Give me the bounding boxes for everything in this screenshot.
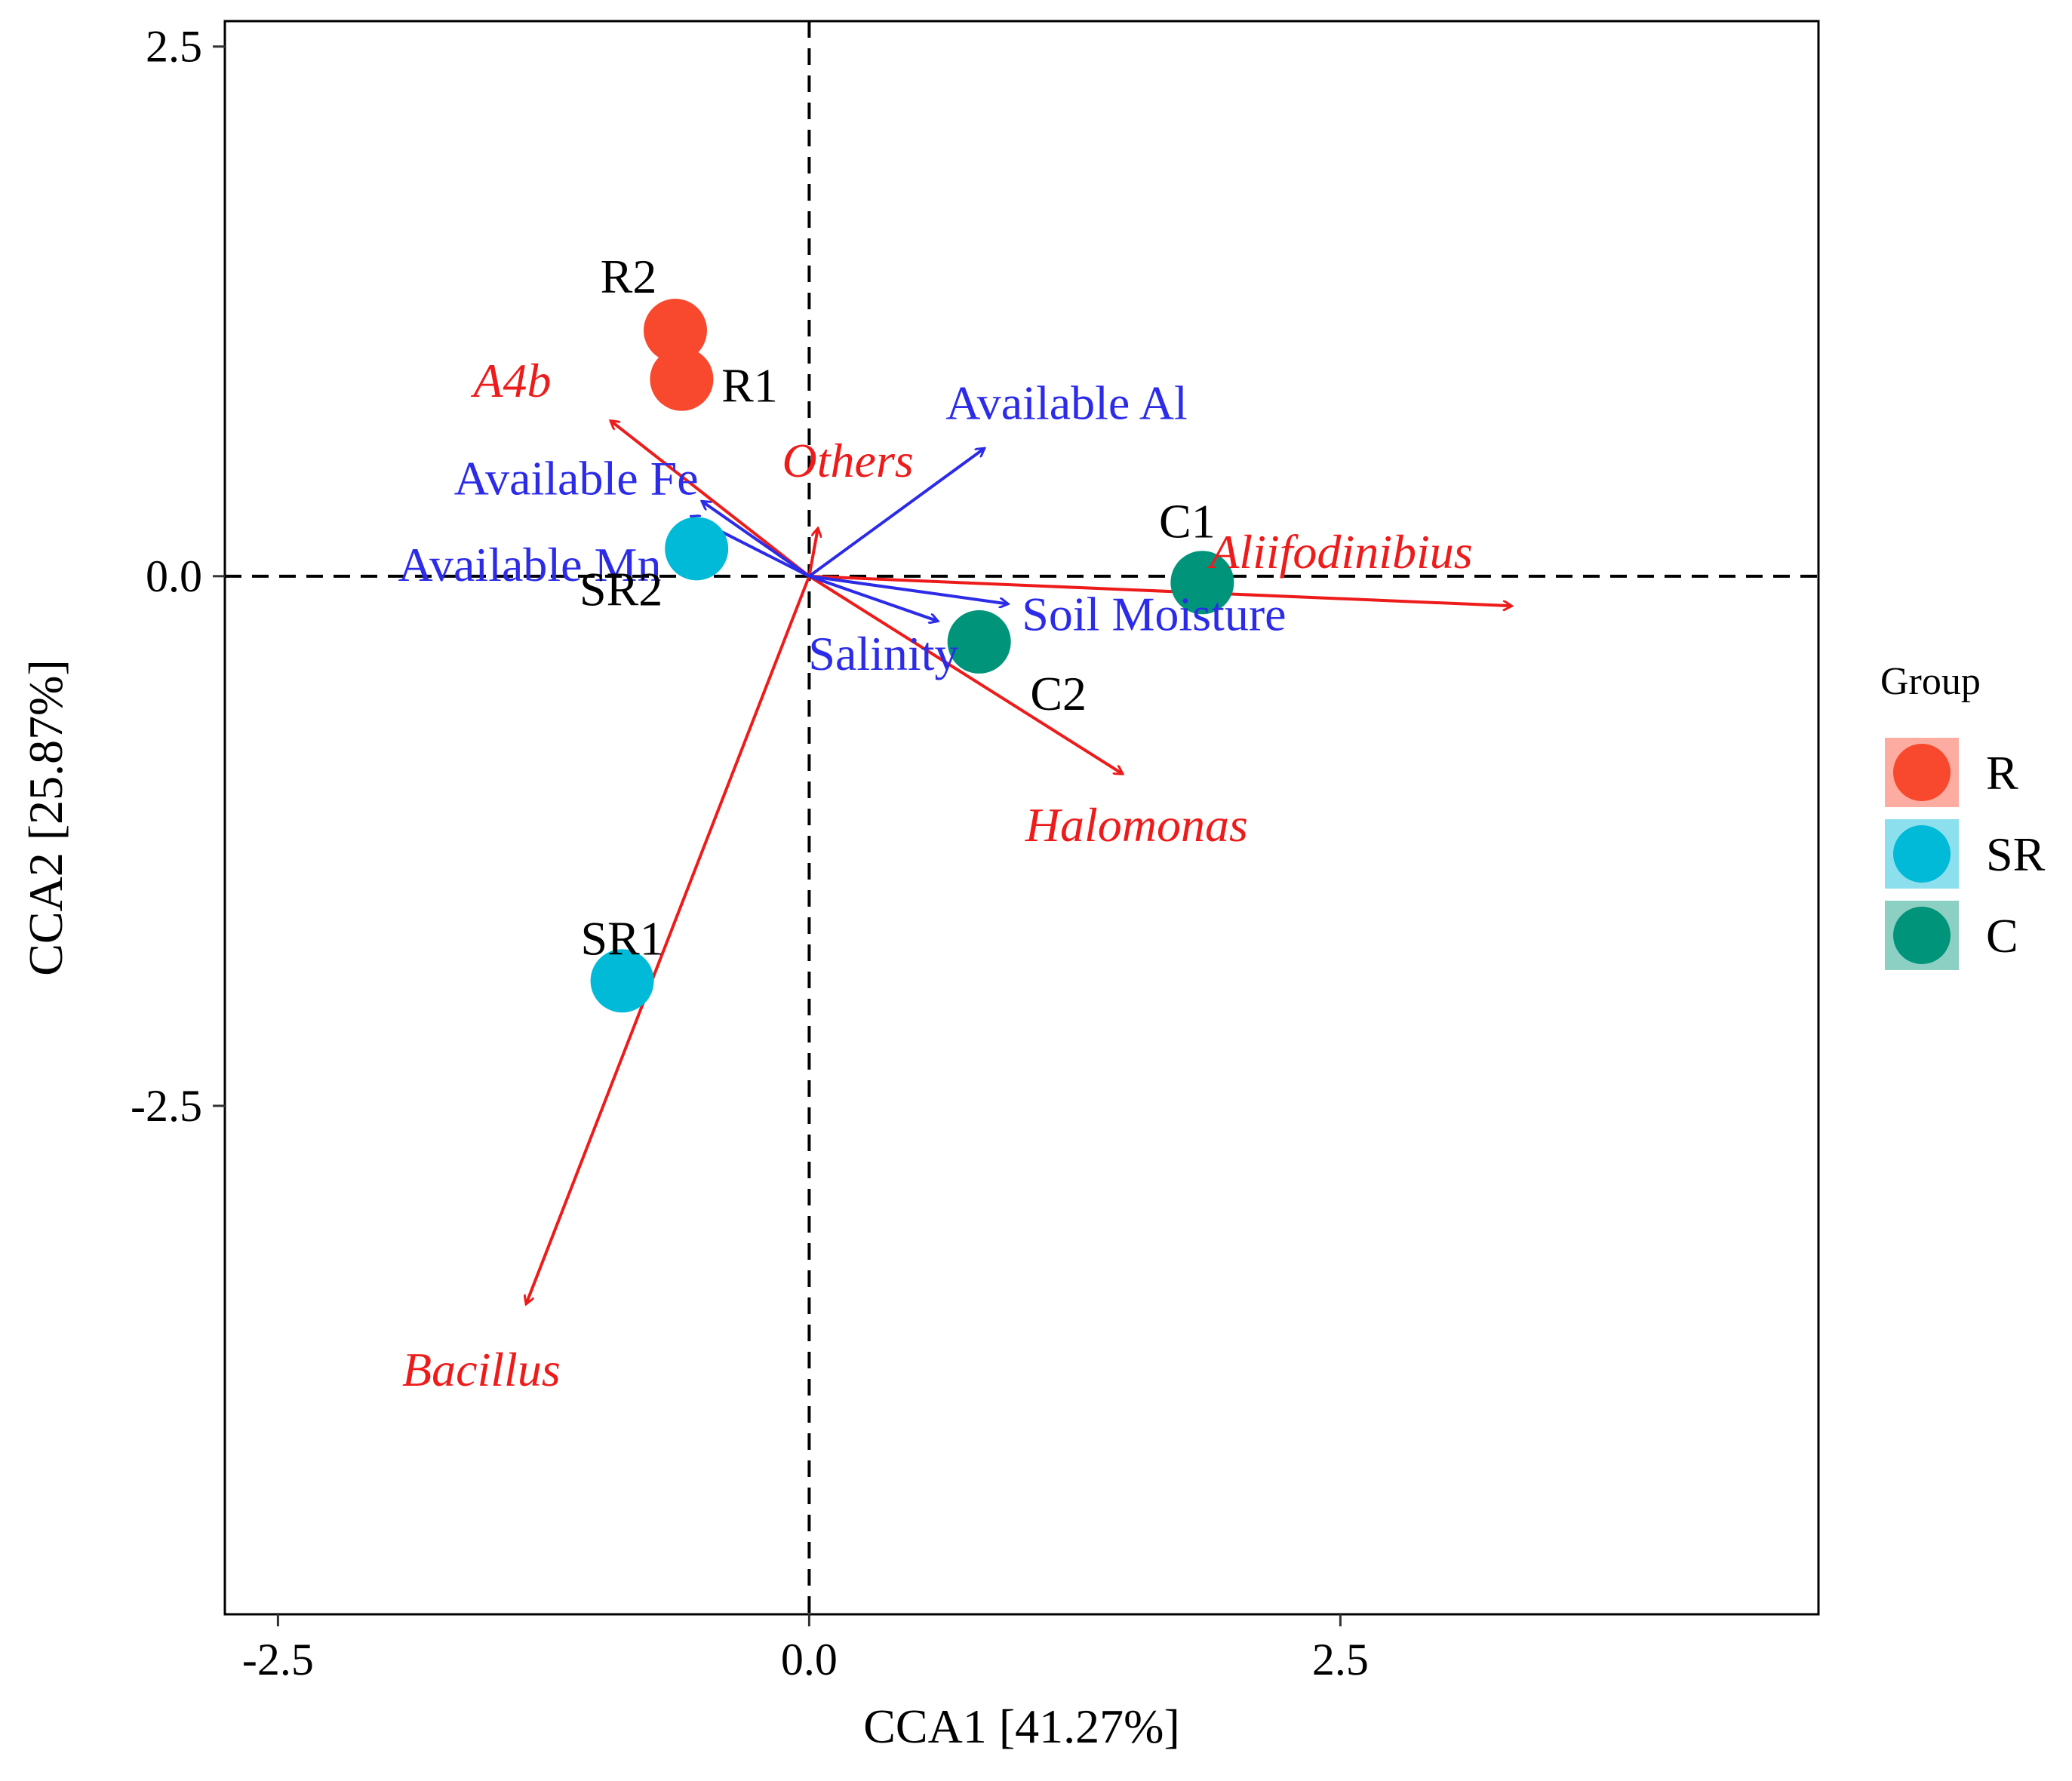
y-tick-label: 0.0	[146, 551, 202, 601]
species-vectors	[527, 422, 1511, 1303]
sample-point	[650, 347, 714, 411]
environmental-arrow	[809, 574, 1007, 604]
sample-point	[1170, 551, 1234, 615]
legend-label: C	[1986, 909, 2018, 963]
y-axis-ticks: 2.5 0.0 -2.5	[131, 22, 225, 1131]
environmental-label: Available Fe	[454, 452, 699, 505]
species-label: Aliifodinibius	[1207, 525, 1472, 579]
species-label: A4b	[470, 354, 551, 407]
sample-label: C2	[1030, 667, 1087, 720]
x-axis-title: CCA1 [41.27%]	[863, 1700, 1180, 1753]
environmental-arrow	[808, 449, 983, 578]
species-label: Others	[782, 434, 914, 487]
x-tick-label: 2.5	[1312, 1635, 1369, 1684]
sample-label: C1	[1159, 494, 1216, 548]
sample-point	[643, 299, 707, 363]
species-label: Bacillus	[402, 1343, 561, 1396]
y-tick-label: -2.5	[131, 1081, 202, 1131]
sample-label: SR1	[580, 911, 663, 965]
legend-label: R	[1986, 746, 2018, 800]
sample-points	[590, 299, 1234, 1013]
sample-label: R1	[721, 359, 778, 413]
species-arrow	[612, 422, 810, 578]
legend-label: SR	[1986, 828, 2046, 881]
environmental-arrow	[703, 502, 810, 578]
species-arrow	[527, 576, 811, 1303]
species-label: Halomonas	[1025, 798, 1248, 852]
environmental-label: Salinity	[808, 627, 958, 680]
legend-marker	[1893, 744, 1951, 801]
environmental-label: Soil Moisture	[1022, 587, 1286, 640]
y-tick-label: 2.5	[146, 22, 202, 72]
species-arrow	[808, 575, 1121, 773]
x-axis-ticks: -2.5 0.0 2.5	[242, 1614, 1369, 1684]
sample-label: SR2	[579, 562, 662, 616]
environmental-arrow	[808, 574, 936, 621]
legend: Group R SR C	[1880, 660, 2046, 970]
sample-point	[665, 517, 729, 581]
plot-panel	[223, 20, 1820, 1616]
environmental-label: Available Al	[945, 376, 1188, 429]
species-arrow	[809, 574, 1510, 606]
legend-marker	[1893, 825, 1951, 883]
y-axis-title: CCA2 [25.87%]	[19, 659, 72, 976]
x-tick-label: 0.0	[781, 1635, 838, 1684]
sample-label: R2	[601, 250, 657, 303]
legend-title: Group	[1880, 660, 1981, 703]
species-arrow	[807, 530, 817, 577]
sample-point	[590, 949, 654, 1013]
legend-marker	[1893, 907, 1951, 964]
sample-point	[947, 610, 1011, 674]
x-tick-label: -2.5	[242, 1635, 314, 1684]
environmental-label: Available Mn	[398, 538, 662, 591]
vector-labels: Available Al Available Fe Available Mn Soil…	[398, 354, 1473, 1396]
sample-labels: R2 R1 SR2 SR1 C1 C2	[579, 250, 1216, 965]
